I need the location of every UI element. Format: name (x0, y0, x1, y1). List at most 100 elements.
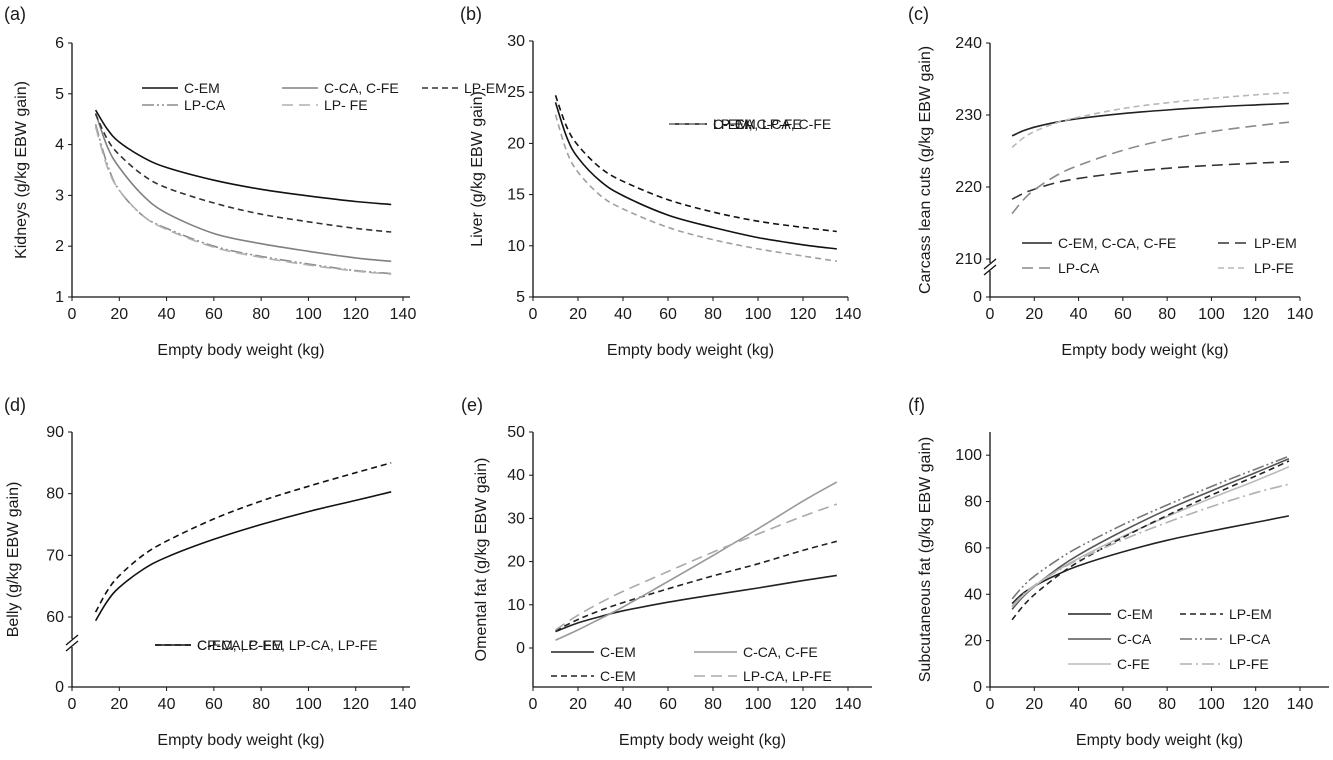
y-tick-label: 230 (955, 107, 982, 124)
x-tick-label: 40 (1070, 306, 1088, 323)
x-tick-label: 40 (158, 696, 176, 713)
y-tick-label: 10 (507, 597, 525, 614)
x-tick-label: 0 (68, 306, 77, 323)
legend-label: LP-CA, LP-FE (743, 668, 832, 684)
legend-label: LP- FE (324, 97, 368, 113)
legend: C-EM C-CA C-FE LP-EM LP-CA LP-FE (1068, 606, 1272, 672)
x-tick-label: 20 (1025, 696, 1043, 713)
x-tick-label: 100 (295, 306, 322, 323)
series-line-c-fe (1011, 466, 1290, 608)
legend-label: LP-EM (1254, 235, 1297, 251)
y-tick-label: 1 (55, 289, 64, 306)
panel-f: (f) 0 20 40 60 80 100 0 20 40 60 80 100 120 140 Empty b… (908, 395, 1329, 749)
legend: C-EM, C-CA, C-FE LP-EM LP-CA LP-FE (1022, 235, 1297, 276)
y-axis-label: Carcass lean cuts (g/kg EBW gain) (917, 46, 934, 294)
x-axis-label: Empty body weight (kg) (157, 342, 324, 359)
x-tick-label: 80 (1158, 696, 1176, 713)
panel-label: (a) (4, 4, 26, 24)
x-tick-label: 60 (659, 306, 677, 323)
x-tick-label: 100 (295, 696, 322, 713)
y-tick-label: 80 (964, 494, 982, 511)
legend-label: LP-CA (184, 97, 226, 113)
y-tick-label: 60 (46, 609, 64, 626)
y-tick-label: 25 (507, 84, 525, 101)
x-tick-label: 60 (1114, 306, 1132, 323)
legend-label: C-CA, C-FE (324, 80, 399, 96)
legend-label: LP-FE (1254, 260, 1294, 276)
series-line-lp-em (554, 95, 837, 233)
legend: C-EM C-CA, C-FE LP-EM LP-CA LP- FE (142, 80, 507, 113)
x-tick-label: 80 (704, 696, 722, 713)
series-line-c-em-c-ca-c-fe (1011, 102, 1289, 137)
legend-label: LP-CA (1229, 631, 1271, 647)
series-line-lp-ca-lp-fe (555, 503, 838, 631)
legend-label: C-EM, C-CA, C-FE (713, 116, 831, 132)
legend-label: LP-FE (1229, 656, 1269, 672)
y-axis-label: Subcutaneous fat (g/kg EBW gain) (917, 437, 934, 682)
y-axis-label: Omental fat (g/kg EBW gain) (473, 458, 490, 662)
series-line-lp-ca-lp-fe (554, 114, 837, 262)
y-tick-label: 220 (955, 179, 982, 196)
x-tick-label: 120 (342, 306, 369, 323)
x-tick-label: 140 (390, 306, 417, 323)
x-tick-label: 0 (986, 306, 995, 323)
axis-break-mark (65, 634, 79, 646)
panel-label: (b) (460, 4, 482, 24)
x-tick-label: 100 (1198, 696, 1225, 713)
legend-label: LP-EM (464, 80, 507, 96)
legend-label: C-CA, C-FE (743, 644, 818, 660)
legend-label: CP-CA, C-FE, LP-CA, LP-FE (197, 637, 377, 653)
x-tick-label: 120 (1242, 696, 1269, 713)
panel-label: (e) (461, 395, 483, 415)
y-tick-label: 20 (507, 554, 525, 571)
y-tick-label: 0 (973, 289, 982, 306)
x-tick-label: 40 (614, 696, 632, 713)
panel-e: (e) 0 10 20 30 40 50 0 20 40 60 80 100 120 140 Empty bo… (461, 395, 872, 749)
y-tick-label: 20 (964, 633, 982, 650)
x-tick-label: 60 (659, 696, 677, 713)
y-tick-label: 240 (955, 35, 982, 52)
x-tick-label: 120 (342, 696, 369, 713)
x-tick-label: 60 (205, 696, 223, 713)
legend-label: LP-CA, LP-FE (713, 116, 802, 132)
legend-label: C-EM (600, 668, 636, 684)
x-tick-label: 140 (1287, 696, 1314, 713)
y-tick-label: 30 (507, 33, 525, 50)
series-line-c-em (94, 109, 392, 206)
panel-label: (f) (908, 395, 925, 415)
y-tick-label: 210 (955, 251, 982, 268)
x-tick-label: 40 (158, 306, 176, 323)
x-tick-label: 20 (569, 696, 587, 713)
series-line-c-em-lp-em (94, 491, 392, 622)
y-tick-label: 6 (55, 35, 64, 52)
panel-c: (c) 0 210 220 230 240 0 20 40 60 80 100 120 140 Empty … (908, 4, 1313, 359)
x-tick-label: 140 (1287, 306, 1314, 323)
panel-d: (d) 0 60 70 80 90 0 20 40 60 80 100 120 140 Empty body… (4, 395, 416, 749)
y-tick-label: 40 (964, 586, 982, 603)
series-line-c-ca-c-fe (94, 112, 392, 263)
y-tick-label: 20 (507, 135, 525, 152)
x-tick-label: 0 (529, 696, 538, 713)
legend: C-EM C-EM C-CA, C-FE LP-CA, LP-FE (551, 644, 832, 684)
axis-break-gap (68, 639, 76, 647)
legend-label: C-FE (1117, 656, 1150, 672)
x-tick-label: 140 (390, 696, 417, 713)
y-tick-label: 30 (507, 510, 525, 527)
panel-label: (d) (4, 395, 26, 415)
x-tick-label: 140 (835, 696, 862, 713)
y-tick-label: 40 (507, 467, 525, 484)
series-line-c-ca-c-fe (555, 481, 838, 641)
axis-break-mark (983, 264, 997, 276)
y-tick-label: 100 (955, 447, 982, 464)
legend-label: LP-CA (1058, 260, 1100, 276)
y-tick-label: 15 (507, 187, 525, 204)
legend-label: C-CA (1117, 631, 1152, 647)
legend-label: C-EM (184, 80, 220, 96)
x-tick-label: 80 (704, 306, 722, 323)
x-tick-label: 60 (205, 306, 223, 323)
x-axis-label: Empty body weight (kg) (1061, 342, 1228, 359)
x-tick-label: 20 (569, 306, 587, 323)
axis-break-mark (983, 258, 997, 270)
